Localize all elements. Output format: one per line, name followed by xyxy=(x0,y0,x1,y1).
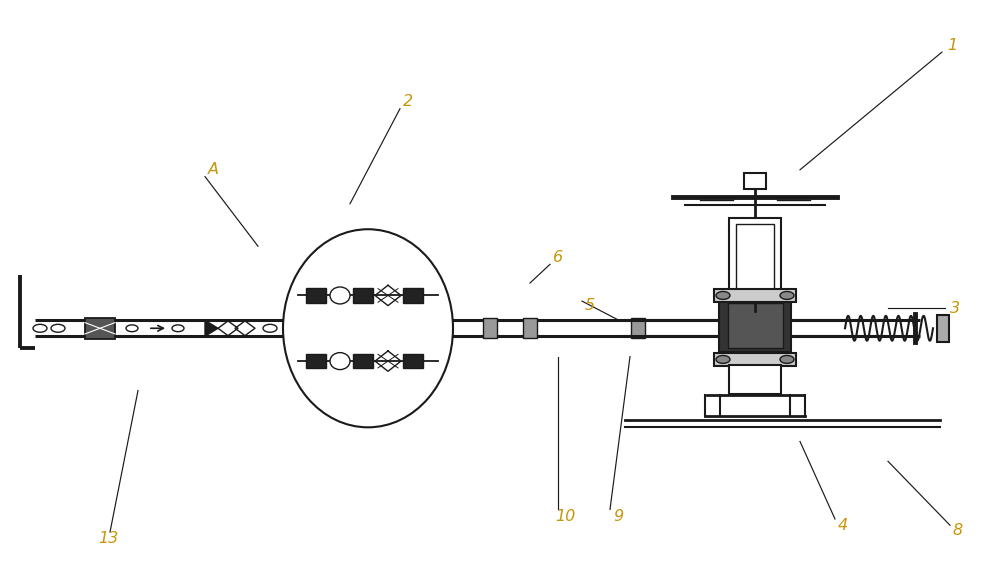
Bar xyxy=(483,318,497,338)
Circle shape xyxy=(716,291,730,299)
Text: 4: 4 xyxy=(838,518,848,533)
Bar xyxy=(85,318,115,339)
Ellipse shape xyxy=(283,229,453,427)
Circle shape xyxy=(716,355,730,363)
Circle shape xyxy=(33,324,47,332)
Circle shape xyxy=(51,324,65,332)
Circle shape xyxy=(780,291,794,299)
Text: 2: 2 xyxy=(403,95,413,109)
Text: 6: 6 xyxy=(553,250,563,265)
Text: 1: 1 xyxy=(947,38,957,53)
Text: 9: 9 xyxy=(613,509,623,524)
Bar xyxy=(736,224,774,297)
Ellipse shape xyxy=(330,353,350,370)
Bar xyxy=(306,288,326,303)
Bar xyxy=(523,318,537,338)
Polygon shape xyxy=(205,320,218,336)
Bar xyxy=(403,288,423,303)
Ellipse shape xyxy=(330,287,350,304)
Text: 13: 13 xyxy=(98,531,118,546)
Bar xyxy=(729,365,781,394)
Circle shape xyxy=(263,324,277,332)
Circle shape xyxy=(780,355,794,363)
Bar xyxy=(744,173,766,189)
Bar xyxy=(937,315,949,342)
Bar xyxy=(403,354,423,368)
Text: A: A xyxy=(208,162,218,177)
Bar xyxy=(353,288,373,303)
Text: 10: 10 xyxy=(555,509,575,524)
Text: 3: 3 xyxy=(950,301,960,316)
Bar xyxy=(714,353,796,366)
Bar xyxy=(728,303,782,348)
Circle shape xyxy=(172,325,184,332)
Bar xyxy=(714,289,796,302)
Bar xyxy=(306,354,326,368)
Bar xyxy=(729,218,781,303)
Text: 8: 8 xyxy=(953,524,963,538)
Bar xyxy=(353,354,373,368)
Text: 5: 5 xyxy=(585,298,595,313)
Circle shape xyxy=(126,325,138,332)
Bar xyxy=(719,299,791,352)
Bar xyxy=(631,318,645,338)
